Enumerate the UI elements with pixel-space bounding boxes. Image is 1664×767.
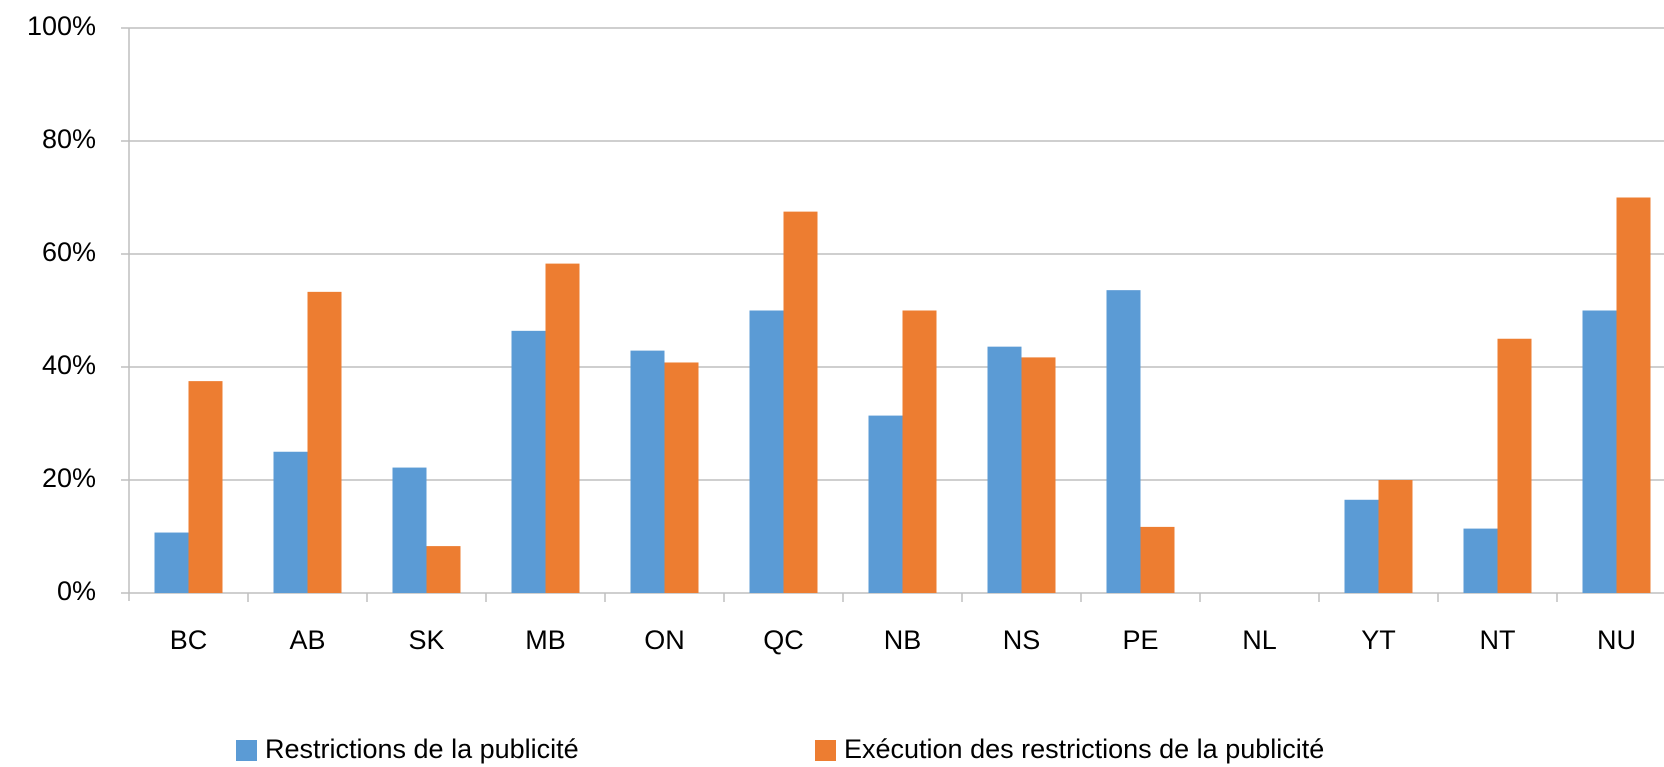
bar (749, 310, 784, 593)
y-tick-label: 80% (42, 124, 96, 154)
bar (273, 451, 308, 593)
x-tick-label: NS (1003, 625, 1041, 655)
x-tick-label: SK (408, 625, 444, 655)
legend-label: Exécution des restrictions de la publici… (844, 734, 1324, 764)
bar (511, 330, 546, 593)
bar (426, 546, 461, 593)
x-tick-label: NB (884, 625, 922, 655)
bar (868, 415, 903, 593)
bar (154, 532, 189, 593)
bar (545, 263, 580, 593)
x-tick-label: QC (763, 625, 804, 655)
x-tick-label: ON (644, 625, 685, 655)
bar (902, 310, 937, 593)
y-tick-label: 100% (27, 11, 96, 41)
bar (392, 467, 427, 593)
bar (1463, 528, 1498, 593)
bar (1497, 338, 1532, 593)
bar (987, 346, 1022, 593)
bar (1616, 197, 1651, 593)
y-tick-label: 40% (42, 350, 96, 380)
x-tick-label: YT (1361, 625, 1396, 655)
bar (1344, 499, 1379, 593)
bar (1021, 357, 1056, 593)
bar (1378, 480, 1413, 593)
y-tick-label: 60% (42, 237, 96, 267)
bar (188, 381, 223, 593)
bar (783, 211, 818, 593)
bar (1140, 526, 1175, 593)
bar (1106, 290, 1141, 593)
legend-swatch (236, 740, 257, 761)
x-tick-label: NU (1597, 625, 1636, 655)
x-tick-label: NL (1242, 625, 1277, 655)
bar (307, 291, 342, 593)
x-tick-label: BC (170, 625, 208, 655)
y-tick-label: 0% (57, 576, 96, 606)
legend-swatch (815, 740, 836, 761)
x-tick-label: MB (525, 625, 566, 655)
bar (630, 350, 665, 593)
x-tick-label: PE (1122, 625, 1158, 655)
y-tick-label: 20% (42, 463, 96, 493)
bar (664, 362, 699, 593)
x-tick-label: NT (1480, 625, 1516, 655)
bar (1582, 310, 1617, 593)
x-tick-label: AB (289, 625, 325, 655)
legend-label: Restrictions de la publicité (265, 734, 579, 764)
